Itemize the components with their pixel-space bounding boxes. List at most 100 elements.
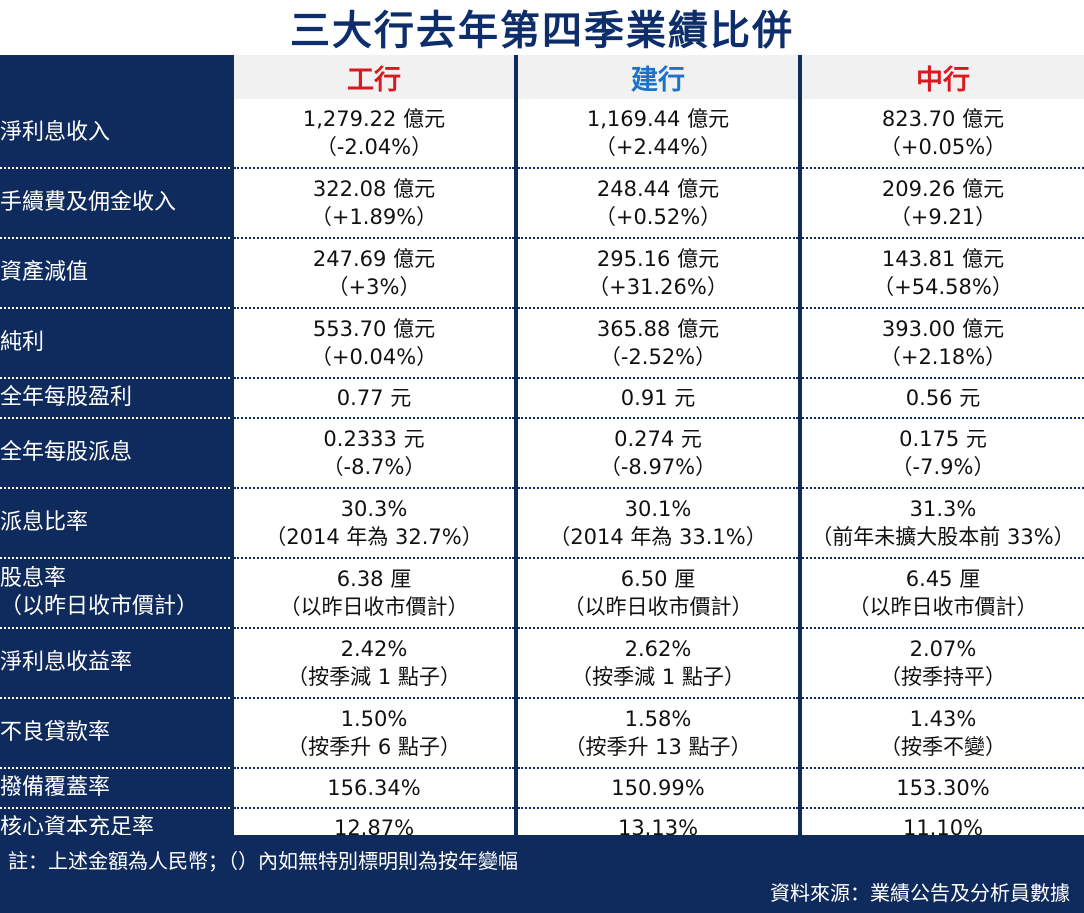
cell-value-line: 1,279.22 億元 <box>302 107 446 131</box>
cell-value-line: 31.3% <box>909 497 977 521</box>
cell-value-line: 0.2333 元 <box>323 427 425 451</box>
row-label-line: 全年每股盈利 <box>0 385 133 410</box>
cell-boc: 0.175 元 （-7.9%） <box>798 418 1084 489</box>
row-label-line: （以昨日收市價計） <box>0 594 199 619</box>
cell-icbc: 553.70 億元 （+0.04%） <box>230 308 516 379</box>
source-credit: 資料來源：業績公告及分析員數據 <box>770 881 1070 905</box>
cell-value-line: （+9.21） <box>889 205 997 229</box>
table-row: 派息比率 30.3% （2014 年為 32.7%） 30.1% （2014 年為 33… <box>0 488 1084 559</box>
table-title: 三大行去年第四季業績比併 <box>290 8 794 54</box>
cell-ccb: 248.44 億元 （+0.52%） <box>514 168 800 239</box>
footer-bar: 註：上述金額為人民幣；（）內如無特別標明則為按年變幅 資料來源：業績公告及分析員… <box>0 835 1084 913</box>
cell-value-line: （+0.04%） <box>310 345 438 369</box>
table-body: 淨利息收入 1,279.22 億元 （-2.04%） 1,169.44 億元 （+2.4… <box>0 99 1084 847</box>
row-label: 純利 <box>0 308 232 379</box>
cell-value-line: 823.70 億元 <box>881 107 1005 131</box>
cell-value-line: 248.44 億元 <box>596 177 720 201</box>
cell-value-line: 1.43% <box>909 707 977 731</box>
table-row: 股息率 （以昨日收市價計） 6.38 厘 （以昨日收市價計） 6.50 厘 （以昨日收市價… <box>0 558 1084 629</box>
cell-icbc: 0.2333 元 （-8.7%） <box>230 418 516 489</box>
table-row: 資產減值 247.69 億元 （+3%） 295.16 億元 （+31.26%） 143.… <box>0 238 1084 309</box>
cell-boc: 153.30% <box>798 768 1084 809</box>
table-row: 淨利息收益率 2.42% （按季減 1 點子） 2.62% （按季減 1 點子） 2.07… <box>0 628 1084 699</box>
bank-header-ccb: 建行 <box>514 55 800 99</box>
row-label-line: 淨利息收益率 <box>0 650 133 675</box>
cell-boc: 209.26 億元 （+9.21） <box>798 168 1084 239</box>
cell-value-line: （前年未擴大股本前 33%） <box>811 525 1075 549</box>
row-label: 淨利息收入 <box>0 99 232 169</box>
cell-value-line: 1,169.44 億元 <box>586 107 730 131</box>
cell-value-line: 295.16 億元 <box>596 247 720 271</box>
cell-value-line: （按季減 1 點子） <box>287 665 461 689</box>
comparison-table: 工行 建行 中行 淨利息收入 1,279.22 億元 （-2.04%） 1,169.4… <box>0 55 1084 847</box>
cell-value-line: 6.50 厘 <box>620 567 696 591</box>
row-label-line: 撥備覆蓋率 <box>0 775 111 800</box>
cell-value-line: （+0.05%） <box>879 135 1007 159</box>
cell-boc: 393.00 億元 （+2.18%） <box>798 308 1084 379</box>
row-label-line: 手續費及佣金收入 <box>0 190 177 215</box>
cell-value-line: 0.56 元 <box>905 386 981 410</box>
cell-ccb: 6.50 厘 （以昨日收市價計） <box>514 558 800 629</box>
cell-boc: 0.56 元 <box>798 378 1084 419</box>
cell-boc: 143.81 億元 （+54.58%） <box>798 238 1084 309</box>
cell-icbc: 6.38 厘 （以昨日收市價計） <box>230 558 516 629</box>
cell-value-line: 0.91 元 <box>620 386 696 410</box>
row-label-line: 全年每股派息 <box>0 440 133 465</box>
cell-icbc: 0.77 元 <box>230 378 516 419</box>
cell-boc: 31.3% （前年未擴大股本前 33%） <box>798 488 1084 559</box>
row-label-line: 不良貸款率 <box>0 720 111 745</box>
cell-ccb: 2.62% （按季減 1 點子） <box>514 628 800 699</box>
cell-value-line: 365.88 億元 <box>596 317 720 341</box>
cell-value-line: 0.175 元 <box>899 427 987 451</box>
row-label-line: 純利 <box>0 330 45 355</box>
cell-boc: 1.43% （按季不變） <box>798 698 1084 769</box>
cell-boc: 6.45 厘 （以昨日收市價計） <box>798 558 1084 629</box>
cell-value-line: （2014 年為 32.7%） <box>265 525 483 549</box>
cell-value-line: 30.1% <box>624 497 692 521</box>
footnote: 註：上述金額為人民幣；（）內如無特別標明則為按年變幅 <box>8 849 518 873</box>
cell-value-line: 156.34% <box>327 776 421 800</box>
row-label-line: 資產減值 <box>0 260 89 285</box>
table-row: 純利 553.70 億元 （+0.04%） 365.88 億元 （-2.52%） 393.… <box>0 308 1084 379</box>
row-label-line: 股息率 <box>0 566 67 591</box>
cell-value-line: （+0.52%） <box>594 205 722 229</box>
cell-value-line: 1.58% <box>624 707 692 731</box>
cell-value-line: （以昨日收市價計） <box>563 595 753 619</box>
cell-value-line: （按季減 1 點子） <box>571 665 745 689</box>
cell-value-line: （-8.7%） <box>322 455 426 479</box>
cell-ccb: 0.91 元 <box>514 378 800 419</box>
cell-icbc: 247.69 億元 （+3%） <box>230 238 516 309</box>
cell-value-line: 30.3% <box>340 497 408 521</box>
cell-value-line: 0.77 元 <box>336 386 412 410</box>
table-row: 全年每股派息 0.2333 元 （-8.7%） 0.274 元 （-8.97%） 0.17… <box>0 418 1084 489</box>
cell-icbc: 1,279.22 億元 （-2.04%） <box>230 99 516 169</box>
row-label: 手續費及佣金收入 <box>0 168 232 239</box>
cell-value-line: 0.274 元 <box>614 427 702 451</box>
cell-icbc: 1.50% （按季升 6 點子） <box>230 698 516 769</box>
cell-value-line: （按季不變） <box>880 735 1006 759</box>
cell-value-line: （-7.9%） <box>891 455 995 479</box>
cell-value-line: （以昨日收市價計） <box>279 595 469 619</box>
bank-header-boc: 中行 <box>798 55 1084 99</box>
cell-ccb: 30.1% （2014 年為 33.1%） <box>514 488 800 559</box>
cell-icbc: 2.42% （按季減 1 點子） <box>230 628 516 699</box>
cell-value-line: （+2.44%） <box>594 135 722 159</box>
cell-icbc: 322.08 億元 （+1.89%） <box>230 168 516 239</box>
cell-value-line: 393.00 億元 <box>881 317 1005 341</box>
cell-value-line: 2.07% <box>909 637 977 661</box>
row-label: 資產減值 <box>0 238 232 309</box>
header-row: 工行 建行 中行 <box>0 55 1084 99</box>
cell-value-line: （+1.89%） <box>310 205 438 229</box>
cell-value-line: （以昨日收市價計） <box>848 595 1038 619</box>
bank-header-icbc: 工行 <box>230 55 516 99</box>
cell-value-line: 150.99% <box>611 776 705 800</box>
cell-icbc: 156.34% <box>230 768 516 809</box>
header-corner <box>0 55 232 99</box>
cell-value-line: （-2.04%） <box>315 135 433 159</box>
table-row: 不良貸款率 1.50% （按季升 6 點子） 1.58% （按季升 13 點子） 1.43… <box>0 698 1084 769</box>
cell-value-line: （按季持平） <box>880 665 1006 689</box>
cell-value-line: 143.81 億元 <box>881 247 1005 271</box>
row-label: 不良貸款率 <box>0 698 232 769</box>
cell-ccb: 0.274 元 （-8.97%） <box>514 418 800 489</box>
cell-value-line: （按季升 13 點子） <box>564 735 752 759</box>
